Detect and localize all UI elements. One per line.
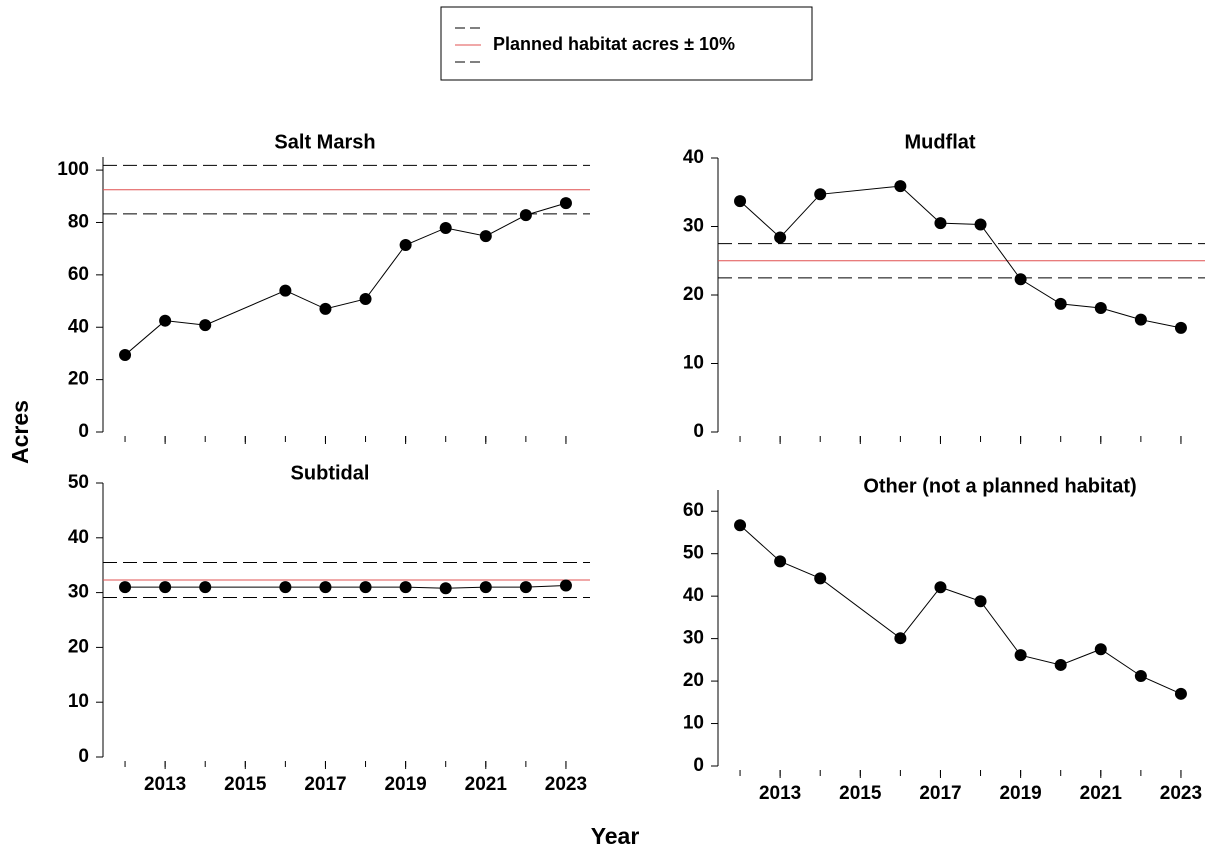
y-tick-label: 30: [683, 216, 704, 237]
y-tick-label: 30: [68, 582, 89, 603]
data-point: [399, 581, 412, 594]
x-tick-label: 2015: [839, 783, 882, 804]
data-point: [199, 319, 212, 332]
y-tick-label: 80: [68, 211, 89, 232]
legend-box: [440, 6, 813, 81]
y-tick-label: 0: [78, 421, 89, 442]
data-point: [894, 632, 907, 645]
y-tick-label: 60: [68, 264, 89, 285]
y-tick-label: 10: [683, 713, 704, 734]
data-point: [279, 284, 292, 297]
x-tick-label: 2021: [465, 774, 508, 795]
data-point: [319, 581, 332, 594]
panel: Salt Marsh 0 20 40 60 80 100: [57, 131, 590, 444]
x-tick-label: 2021: [1080, 783, 1123, 804]
data-point: [159, 314, 172, 327]
data-point: [319, 302, 332, 315]
data-point: [519, 209, 532, 222]
data-point: [934, 581, 947, 594]
panel: Subtidal 0 10 20 30 40 50 2013 2015 2017 2019 2021 2…: [68, 462, 590, 795]
x-axis-label: Year: [591, 823, 640, 849]
data-point: [1094, 302, 1107, 315]
data-point: [814, 188, 827, 201]
data-point: [439, 582, 452, 595]
data-point: [479, 581, 492, 594]
y-tick-label: 40: [683, 147, 704, 168]
data-point: [159, 581, 172, 594]
data-point: [439, 221, 452, 234]
data-point: [974, 218, 987, 231]
data-point: [1054, 658, 1067, 671]
data-point: [559, 197, 572, 210]
panel-title: Salt Marsh: [274, 131, 375, 153]
y-tick-label: 20: [68, 369, 89, 390]
y-axis-label: Acres: [7, 400, 33, 464]
data-point: [479, 230, 492, 243]
data-point: [774, 231, 787, 244]
panel-title: Mudflat: [904, 131, 975, 153]
data-point: [1174, 687, 1187, 700]
y-tick-label: 0: [78, 746, 89, 767]
y-tick-label: 20: [68, 636, 89, 657]
x-tick-label: 2023: [1160, 783, 1202, 804]
data-point: [359, 292, 372, 305]
y-tick-label: 40: [683, 585, 704, 606]
panel: Other (not a planned habitat) 0 10 20 30 40 50…: [683, 475, 1202, 804]
data-point: [359, 581, 372, 594]
x-tick-label: 2013: [144, 774, 186, 795]
data-line: [124, 202, 567, 356]
y-tick-label: 40: [68, 527, 89, 548]
data-point: [814, 572, 827, 585]
x-tick-label: 2015: [224, 774, 267, 795]
legend: Planned habitat acres ± 10%: [440, 6, 813, 81]
x-tick-label: 2017: [919, 783, 961, 804]
data-line: [125, 584, 566, 589]
data-point: [1174, 321, 1187, 334]
y-tick-label: 0: [693, 755, 704, 776]
data-point: [519, 581, 532, 594]
y-tick-label: 0: [693, 421, 704, 442]
data-line: [739, 524, 1182, 695]
panel: Mudflat 0 10 20 30 40: [683, 131, 1205, 444]
y-tick-label: 50: [68, 472, 89, 493]
data-point: [1134, 669, 1147, 682]
y-tick-label: 20: [683, 284, 704, 305]
y-tick-label: 50: [683, 543, 704, 564]
data-point: [1014, 273, 1027, 286]
data-point: [774, 555, 787, 568]
data-point: [279, 581, 292, 594]
y-tick-label: 100: [57, 159, 89, 180]
data-point: [1054, 297, 1067, 310]
data-point: [894, 180, 907, 193]
panel-title: Other (not a planned habitat): [863, 475, 1136, 497]
x-tick-label: 2019: [384, 774, 426, 795]
data-point: [734, 195, 747, 208]
data-line: [739, 185, 1182, 329]
y-tick-label: 10: [683, 353, 704, 374]
x-tick-label: 2017: [304, 774, 346, 795]
y-tick-label: 30: [683, 628, 704, 649]
legend-label: Planned habitat acres ± 10%: [493, 34, 735, 54]
y-tick-label: 60: [683, 500, 704, 521]
data-point: [119, 581, 132, 594]
y-tick-label: 40: [68, 316, 89, 337]
data-point: [1094, 643, 1107, 656]
x-tick-label: 2019: [999, 783, 1041, 804]
y-tick-label: 10: [68, 691, 89, 712]
data-point: [559, 579, 572, 592]
data-point: [1014, 649, 1027, 662]
data-point: [1134, 313, 1147, 326]
data-point: [199, 581, 212, 594]
x-tick-label: 2023: [545, 774, 587, 795]
data-point: [399, 239, 412, 251]
y-tick-label: 20: [683, 670, 704, 691]
data-point: [974, 595, 987, 608]
data-point: [934, 217, 947, 230]
x-tick-label: 2013: [759, 783, 801, 804]
data-point: [734, 519, 747, 532]
panel-title: Subtidal: [291, 462, 370, 484]
data-point: [119, 349, 132, 361]
